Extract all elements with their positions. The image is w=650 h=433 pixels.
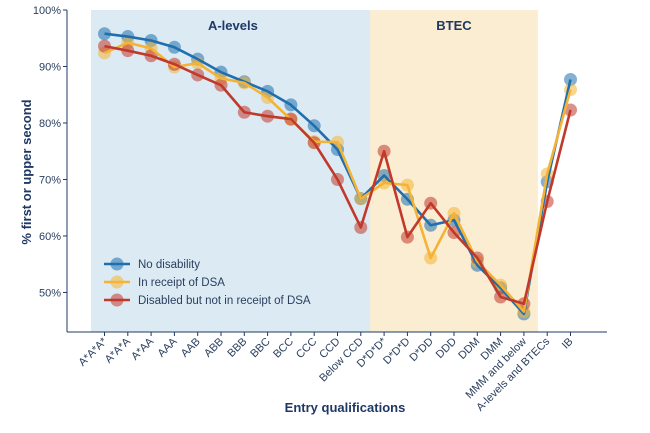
x-tick-label: CCC xyxy=(294,336,319,361)
y-tick-label: 50% xyxy=(39,287,61,299)
series-line-no-disability xyxy=(104,32,572,316)
x-axis-title: Entry qualifications xyxy=(285,400,406,415)
x-tick-label: A*AA xyxy=(129,335,157,363)
y-axis-title: % first or upper second xyxy=(19,99,34,244)
legend-label-disabled-but-not-in-receipt-of-dsa: Disabled but not in receipt of DSA xyxy=(138,295,311,307)
y-ticks: 50% 60% 70% 80% 90% 100% xyxy=(33,5,67,299)
region-label-btec: BTEC xyxy=(436,18,472,33)
legend-marker-in-receipt-of-dsa xyxy=(110,275,124,289)
series-line-disabled-but-not-in-receipt-of-dsa xyxy=(104,44,572,306)
x-tick-label: A*A*A* xyxy=(76,335,110,369)
legend-label-in-receipt-of-dsa: In receipt of DSA xyxy=(138,277,225,289)
legend-marker-disabled-but-not-in-receipt-of-dsa xyxy=(110,293,124,307)
y-tick-label: 70% xyxy=(39,174,61,186)
x-tick-label: IB xyxy=(560,336,576,352)
y-tick-label: 60% xyxy=(39,231,61,243)
y-tick-label: 90% xyxy=(39,61,61,73)
x-tick-label: BCC xyxy=(271,336,296,361)
legend-marker-no-disability xyxy=(110,257,124,271)
y-tick-label: 100% xyxy=(33,5,61,17)
region-label-a-levels: A-levels xyxy=(208,18,258,33)
regions-layer: A-levels BTEC xyxy=(91,10,538,332)
x-tick-label: A*A*A xyxy=(103,335,134,366)
series-line-in-receipt-of-dsa xyxy=(103,41,572,313)
x-tick-label: AAB xyxy=(179,336,203,360)
legend: No disability In receipt of DSA Disabled b… xyxy=(104,257,311,307)
x-tick-label: D*DD xyxy=(407,336,435,364)
x-tick-label: DDM xyxy=(456,336,482,362)
x-tick-label: BBB xyxy=(225,336,249,360)
x-tick-label: AAA xyxy=(155,335,180,360)
x-tick-label: D*D*D xyxy=(381,336,412,367)
series-layer xyxy=(98,27,577,321)
region-btec xyxy=(370,10,538,332)
legend-label-no-disability: No disability xyxy=(138,259,200,271)
y-tick-label: 80% xyxy=(39,118,61,130)
x-tick-label: BBC xyxy=(248,336,273,361)
x-tick-label: ABB xyxy=(202,336,226,360)
region-a-levels xyxy=(91,10,375,332)
x-tick-label: DDD xyxy=(434,336,459,361)
